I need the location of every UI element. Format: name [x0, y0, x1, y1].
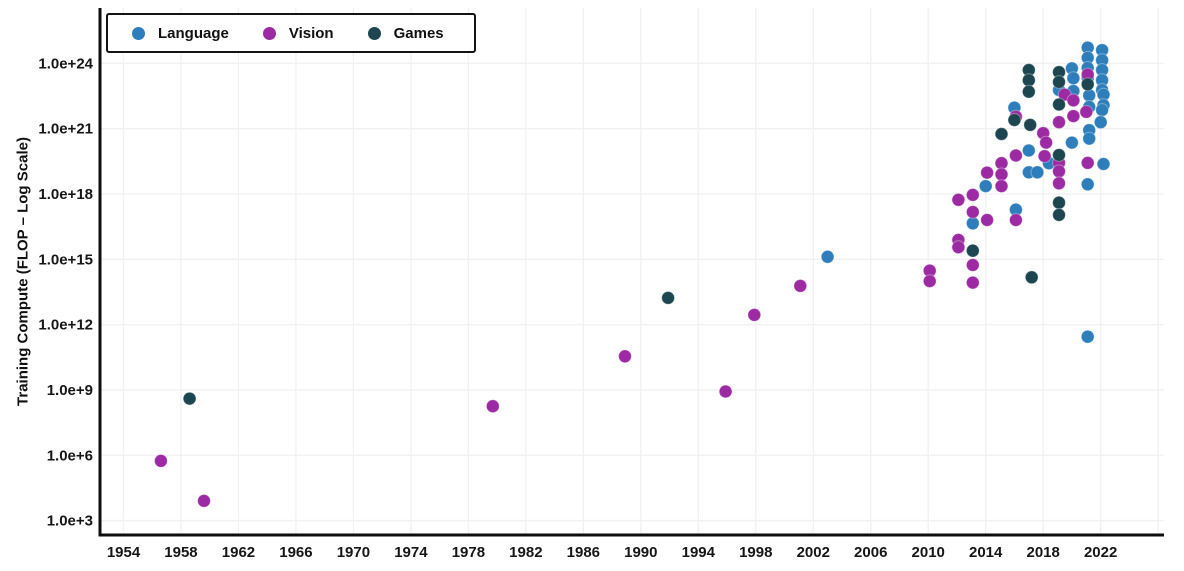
x-tick-label: 1962 — [222, 544, 255, 561]
x-tick-label: 2002 — [797, 544, 830, 561]
data-point-vision — [980, 165, 994, 180]
data-point-games — [994, 127, 1009, 141]
data-point-language — [820, 249, 835, 264]
y-tick-label: 1.0e+6 — [47, 447, 93, 464]
data-point-games — [1052, 195, 1066, 210]
x-tick-label: 1986 — [567, 544, 600, 561]
x-tick-label: 1998 — [739, 544, 772, 561]
x-tick-label: 1970 — [337, 544, 370, 561]
data-point-games — [1052, 148, 1066, 162]
y-tick-label: 1.0e+9 — [47, 382, 93, 399]
x-tick-label: 1966 — [279, 544, 312, 561]
x-tick-label: 1978 — [452, 544, 485, 561]
legend-dot-vision — [262, 26, 276, 40]
data-point-vision — [1066, 109, 1081, 123]
x-tick-label: 2014 — [969, 544, 1003, 561]
y-axis-title: Training Compute (FLOP – Log Scale) — [14, 137, 32, 406]
data-point-vision — [1052, 164, 1066, 179]
data-point-vision — [951, 240, 966, 255]
data-point-vision — [793, 279, 808, 293]
data-point-language — [1095, 103, 1109, 117]
data-point-vision — [1066, 93, 1081, 108]
data-point-vision — [965, 258, 980, 272]
data-point-vision — [485, 399, 500, 414]
data-point-vision — [965, 275, 980, 290]
legend-item-games: Games — [367, 24, 444, 42]
x-tick-label: 1954 — [107, 544, 141, 561]
x-tick-label: 1990 — [624, 544, 657, 561]
data-point-games — [1024, 270, 1039, 285]
legend-item-language: Language — [132, 25, 229, 42]
data-point-vision — [747, 308, 762, 322]
x-tick-label: 2010 — [912, 544, 945, 561]
data-point-language — [1030, 165, 1045, 180]
data-point-vision — [718, 384, 733, 399]
data-point-games — [1023, 118, 1038, 132]
data-point-vision — [994, 179, 1009, 194]
x-tick-label: 2022 — [1084, 544, 1117, 561]
data-point-language — [1093, 115, 1108, 130]
data-point-language — [1066, 71, 1081, 86]
legend-dot-language — [132, 26, 145, 40]
data-point-vision — [1052, 115, 1066, 130]
x-tick-label: 1958 — [164, 544, 197, 561]
y-tick-label: 1.0e+18 — [38, 186, 93, 203]
data-point-vision — [618, 349, 632, 364]
data-point-language — [1080, 329, 1095, 344]
data-point-vision — [1037, 149, 1052, 164]
y-tick-label: 1.0e+21 — [38, 121, 93, 138]
x-tick-label: 2018 — [1026, 544, 1059, 561]
y-tick-label: 1.0e+12 — [38, 317, 93, 334]
data-point-vision — [197, 494, 211, 508]
legend-label: Language — [158, 24, 229, 42]
data-point-vision — [922, 274, 937, 289]
data-point-games — [1007, 113, 1022, 127]
data-point-vision — [965, 205, 980, 219]
data-point-vision — [994, 167, 1009, 182]
y-tick-label: 1.0e+24 — [38, 55, 93, 72]
data-point-games — [1021, 73, 1036, 88]
x-tick-label: 1982 — [509, 544, 542, 561]
data-point-vision — [1009, 213, 1023, 227]
legend-label: Vision — [288, 24, 334, 42]
x-tick-label: 1994 — [682, 544, 716, 561]
data-point-vision — [1052, 176, 1066, 191]
legend: Language Vision Games — [106, 13, 476, 53]
y-tick-label: 1.0e+3 — [47, 513, 93, 530]
data-point-vision — [951, 192, 966, 207]
data-point-games — [1052, 75, 1066, 89]
data-point-games — [965, 243, 980, 258]
data-point-games — [1052, 208, 1066, 222]
data-point-language — [1096, 157, 1111, 171]
data-point-vision — [965, 188, 980, 202]
data-point-language — [1082, 131, 1097, 146]
data-point-games — [182, 391, 197, 406]
x-tick-label: 1974 — [394, 544, 428, 561]
data-point-language — [1080, 177, 1095, 192]
data-point-games — [1052, 97, 1066, 112]
legend-item-vision: Vision — [262, 24, 334, 42]
data-point-vision — [1039, 135, 1053, 150]
data-point-language — [1065, 135, 1079, 150]
data-point-language — [1021, 143, 1036, 158]
data-point-vision — [154, 454, 168, 468]
y-tick-label: 1.0e+15 — [38, 251, 93, 268]
data-point-vision — [1079, 105, 1094, 119]
legend-label: Games — [393, 24, 444, 42]
x-tick-label: 2006 — [854, 544, 887, 561]
data-point-vision — [1080, 156, 1095, 170]
data-point-games — [1021, 84, 1036, 99]
data-point-vision — [980, 213, 994, 227]
data-point-language — [978, 179, 993, 194]
data-point-games — [1080, 77, 1095, 92]
legend-dot-games — [367, 26, 381, 40]
data-point-games — [661, 291, 675, 305]
data-point-vision — [1009, 148, 1023, 163]
